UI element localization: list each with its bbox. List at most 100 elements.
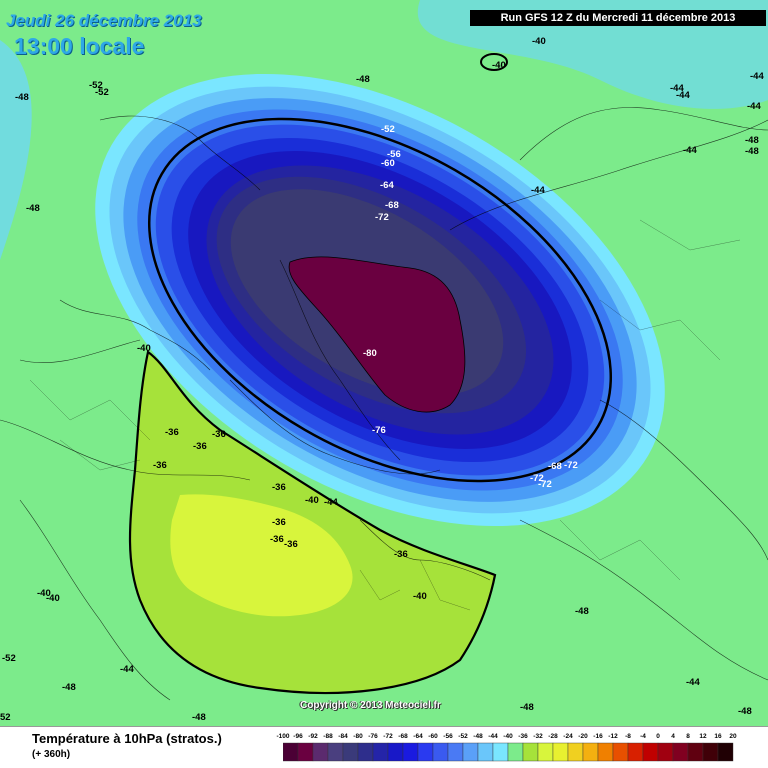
scale-label: -92 [308, 733, 318, 740]
cold-core [288, 256, 466, 413]
scale-label: -68 [398, 733, 408, 740]
scale-label: -20 [578, 733, 588, 740]
scale-swatch [597, 742, 614, 762]
contour-label: -44 [683, 145, 697, 156]
contour-label: -48 [738, 706, 752, 717]
scale-swatch [387, 742, 404, 762]
valid-date: Jeudi 26 décembre 2013 [6, 11, 202, 30]
scale-swatch [372, 742, 389, 762]
scale-label: -84 [338, 733, 348, 740]
scale-swatch [657, 742, 674, 762]
scale-label: -8 [625, 733, 631, 740]
contour-label: -40 [413, 591, 427, 602]
contour-label: -48 [575, 606, 589, 617]
scale-swatch [462, 742, 479, 762]
contour-label: -36 [394, 549, 408, 560]
valid-hour: 13:00 locale [14, 33, 145, 59]
scale-swatch [717, 742, 734, 762]
contour-label: -44 [324, 497, 338, 508]
temperature-map [0, 0, 768, 701]
cool-band-north [0, 0, 768, 109]
contour-label: -52 [95, 87, 109, 98]
scale-swatch [492, 742, 509, 762]
scale-swatch [672, 742, 689, 762]
contour-label: -52 [2, 653, 16, 664]
scale-swatch [507, 742, 524, 762]
scale-swatch [552, 742, 569, 762]
contour-label: -48 [745, 146, 759, 157]
contour-label: -44 [676, 90, 690, 101]
scale-label: -40 [503, 733, 513, 740]
warmest-region [170, 494, 353, 617]
scale-label: -96 [293, 733, 303, 740]
contour-label: -36 [165, 427, 179, 438]
contour-label: -40 [305, 495, 319, 506]
scale-label: -24 [563, 733, 573, 740]
contour-label: -44 [120, 664, 134, 675]
scale-label: -32 [533, 733, 543, 740]
scale-swatch [567, 742, 584, 762]
scale-swatch [522, 742, 539, 762]
contour-label: -68 [548, 461, 562, 472]
scale-swatch [582, 742, 599, 762]
scale-label: -60 [428, 733, 438, 740]
scale-label: 16 [714, 733, 722, 740]
scale-swatch [357, 742, 374, 762]
contour-label: -52 [89, 80, 103, 91]
scale-swatch [342, 742, 359, 762]
scale-swatch [612, 742, 629, 762]
contour-label: -56 [387, 149, 401, 160]
contour-label: -48 [356, 74, 370, 85]
contour-label: -36 [153, 460, 167, 471]
contour-label: -48 [192, 712, 206, 723]
contour-label: -36 [272, 482, 286, 493]
scale-swatch [417, 742, 434, 762]
contour-label: -48 [520, 702, 534, 713]
contour-label: -72 [564, 460, 578, 471]
run-info: Run GFS 12 Z du Mercredi 11 décembre 201… [470, 10, 766, 26]
contour-label: 52 [0, 712, 11, 723]
contour-label: -52 [381, 124, 395, 135]
scale-label: 4 [671, 733, 675, 740]
contour-label: -36 [272, 517, 286, 528]
scale-label: -88 [323, 733, 333, 740]
scale-label: -44 [488, 733, 498, 740]
footer-subtitle: (+ 360h) [32, 749, 71, 760]
scale-label: -56 [443, 733, 453, 740]
scale-label: -72 [383, 733, 393, 740]
contour-label: -48 [26, 203, 40, 214]
scale-swatch [477, 742, 494, 762]
small-contour-north [480, 53, 508, 71]
contour-label: -44 [531, 185, 545, 196]
scale-label: -64 [413, 733, 423, 740]
contour-label: -60 [381, 158, 395, 169]
scale-label: -48 [473, 733, 483, 740]
scale-swatch [297, 742, 314, 762]
contour-label: -48 [745, 135, 759, 146]
scale-label: 12 [699, 733, 707, 740]
contour-label: -36 [284, 539, 298, 550]
contour-label: -44 [670, 83, 684, 94]
contour-label: -76 [372, 425, 386, 436]
scale-label: -16 [593, 733, 603, 740]
scale-swatch [447, 742, 464, 762]
contour-label: -44 [750, 71, 764, 82]
scale-swatch [537, 742, 554, 762]
scale-label: 8 [686, 733, 690, 740]
contour-label: -40 [137, 343, 151, 354]
scale-label: -36 [518, 733, 528, 740]
contour-label: -68 [385, 200, 399, 211]
contour-label: -72 [530, 473, 544, 484]
scale-swatch [283, 742, 299, 762]
scale-swatch [627, 742, 644, 762]
scale-label: 0 [656, 733, 660, 740]
scale-swatch [402, 742, 419, 762]
scale-swatch [687, 742, 704, 762]
scale-swatch [642, 742, 659, 762]
contour-label: -40 [492, 60, 506, 71]
scale-swatch [327, 742, 344, 762]
contour-label: -40 [46, 593, 60, 604]
scale-label: -76 [368, 733, 378, 740]
contour-label: -36 [212, 429, 226, 440]
